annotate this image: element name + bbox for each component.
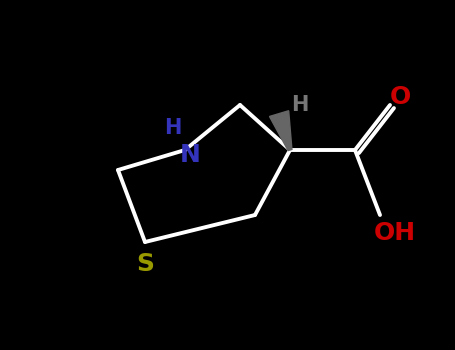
Text: H: H bbox=[164, 118, 182, 138]
Text: O: O bbox=[389, 85, 410, 109]
Text: H: H bbox=[291, 95, 308, 115]
Text: S: S bbox=[136, 252, 154, 276]
Text: N: N bbox=[180, 143, 201, 167]
Text: OH: OH bbox=[374, 221, 416, 245]
Polygon shape bbox=[269, 111, 292, 150]
